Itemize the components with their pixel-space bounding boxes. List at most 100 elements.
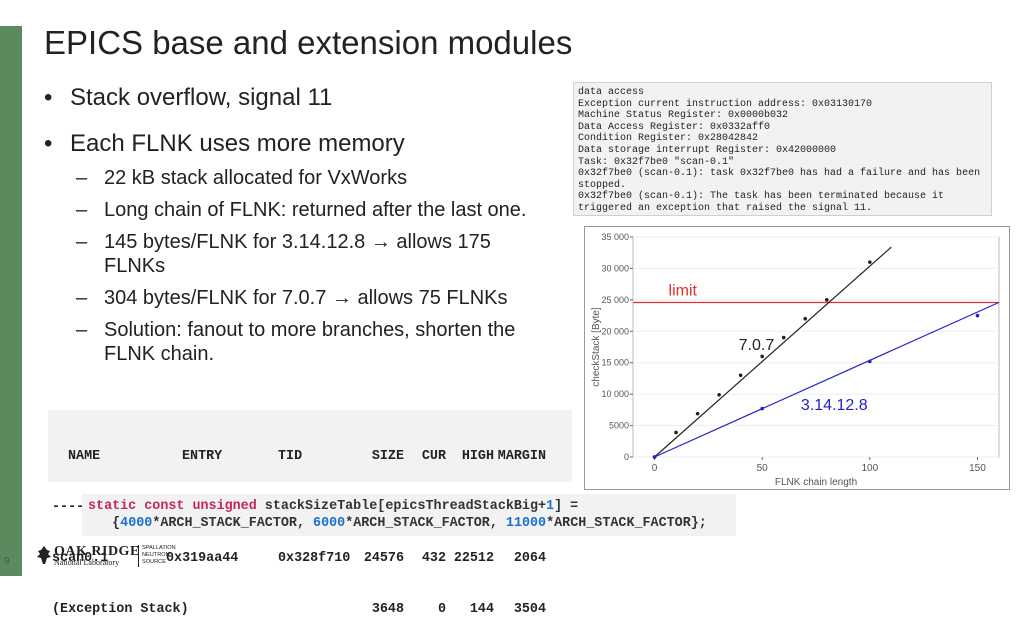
exception-log: data access Exception current instruction… — [573, 82, 992, 216]
sub-bullet-stack-size: 22 kB stack allocated for VxWorks — [44, 166, 564, 190]
code-text: stackSizeTable[epicsThreadStackBig+ — [256, 499, 547, 514]
log-line: Data storage interrupt Register: 0x42000… — [578, 144, 837, 156]
slide-title: EPICS base and extension modules — [44, 24, 573, 61]
logo-sns-text: SPALLATION NEUTRON SOURCE — [142, 545, 176, 566]
series-label: 3.14.12.8 — [801, 397, 868, 414]
table-header: HIGH — [461, 449, 494, 464]
y-tick-label: 35 000 — [601, 232, 629, 242]
table-header: SIZE — [371, 449, 404, 464]
logo-sub-text: National Laboratory — [54, 558, 120, 567]
data-point — [868, 359, 872, 364]
log-line: Task: 0x32f7be0 "scan-0.1" — [578, 156, 735, 168]
sub-bullet-solution: Solution: fanout to more branches, short… — [44, 318, 554, 366]
code-line-2: {4000*ARCH_STACK_FACTOR, 6000*ARCH_STACK… — [88, 515, 730, 532]
table-header: CUR — [421, 449, 446, 464]
data-point — [652, 455, 657, 459]
data-point — [781, 335, 786, 340]
bullet-list: Stack overflow, signal 11 Each FLNK uses… — [44, 84, 564, 366]
y-tick-label: 10 000 — [601, 389, 629, 399]
logo-sns-line: NEUTRON — [142, 552, 170, 558]
sub-bullet-7-0: 304 bytes/FLNK for 7.0.7 → allows 75 FLN… — [44, 286, 564, 310]
side-accent-bar — [0, 26, 22, 576]
table-header-row: NAME ENTRY TID SIZE CUR HIGH MARGIN — [52, 448, 568, 465]
x-tick-label: 50 — [757, 463, 769, 474]
log-line: Machine Status Register: 0x0000b032 — [578, 110, 789, 122]
data-point — [717, 392, 721, 397]
log-line: triggered an exception that raised the s… — [578, 202, 873, 214]
limit-label: limit — [669, 283, 698, 300]
data-point — [824, 298, 829, 302]
x-tick-label: 100 — [861, 463, 878, 474]
y-tick-label: 5000 — [609, 421, 629, 431]
code-number: 4000 — [120, 516, 153, 531]
checkstack-table: NAME ENTRY TID SIZE CUR HIGH MARGIN ----… — [48, 410, 572, 617]
code-keyword: static const unsigned — [88, 499, 257, 514]
y-axis-label: checkStack [Byte] — [591, 307, 602, 387]
code-text: *ARCH_STACK_FACTOR, — [345, 516, 506, 531]
log-line: 0x32f7be0 (scan-0.1): The task has been … — [578, 191, 945, 203]
data-point — [975, 313, 980, 318]
sub-bullet-3-14: 145 bytes/FLNK for 3.14.12.8 → allows 17… — [44, 230, 544, 278]
logo-main-text: OAK RIDGE — [54, 544, 140, 559]
bullet-stack-overflow: Stack overflow, signal 11 — [44, 84, 564, 112]
table-cell: 24576 — [363, 551, 404, 566]
code-text: *ARCH_STACK_FACTOR}; — [546, 516, 707, 531]
chart-svg: 0 5000 10 000 15 000 20 000 25 000 30 000 35 00… — [591, 232, 1000, 488]
table-cell: 3648 — [371, 602, 404, 617]
table-cell: 2064 — [513, 551, 546, 566]
log-line: stopped. — [578, 179, 627, 191]
log-line: Data Access Register: 0x0332aff0 — [578, 121, 771, 133]
stack-size-code: static const unsigned stackSizeTable[epi… — [82, 494, 736, 536]
log-line: 0x32f7be0 (scan-0.1): task 0x32f7be0 has… — [578, 168, 981, 180]
table-cell: 144 — [469, 602, 494, 617]
logo-sns-line: SOURCE — [142, 559, 166, 565]
table-header: NAME — [68, 449, 101, 464]
table-cell: 3504 — [513, 602, 546, 617]
x-axis-label: FLNK chain length — [775, 477, 857, 488]
table-cell: 432 — [421, 551, 446, 566]
y-tick-label: 30 000 — [601, 263, 629, 273]
data-point — [674, 430, 678, 435]
data-point — [695, 411, 700, 416]
table-header: TID — [278, 449, 303, 464]
table-header: ENTRY — [182, 449, 223, 464]
table-cell: scan0.1 — [52, 551, 109, 566]
table-header: MARGIN — [497, 449, 546, 464]
data-point — [803, 316, 808, 321]
stack-usage-chart: 0 5000 10 000 15 000 20 000 25 000 30 000 35 00… — [584, 226, 1010, 490]
table-row: (Exception Stack) 3648 0 144 3504 — [52, 601, 568, 618]
data-point — [738, 373, 743, 378]
y-tick-label: 0 — [624, 452, 629, 462]
series-line — [654, 246, 892, 458]
table-cell: 0 — [437, 602, 446, 617]
table-cell — [278, 601, 360, 618]
y-tick-label: 25 000 — [601, 295, 629, 305]
oak-leaf-icon — [37, 546, 51, 564]
log-line: Condition Register: 0x28042842 — [578, 133, 759, 145]
table-row: scan0.1 0x319aa44 0x328f710 24576 432 22… — [52, 550, 568, 567]
series-line — [654, 301, 1000, 458]
table-cell: 22512 — [453, 551, 494, 566]
logo-sns-line: SPALLATION — [142, 545, 176, 551]
y-tick-label: 20 000 — [601, 326, 629, 336]
x-tick-label: 150 — [969, 463, 986, 474]
code-number: 11000 — [505, 516, 547, 531]
series-label: 7.0.7 — [739, 337, 775, 354]
log-line: data access — [578, 87, 645, 98]
bullet-flnk-memory: Each FLNK uses more memory — [44, 130, 564, 158]
y-tick-label: 15 000 — [601, 358, 629, 368]
log-line: Exception current instruction address: 0… — [578, 98, 873, 110]
data-point — [868, 260, 872, 264]
code-text: *ARCH_STACK_FACTOR, — [152, 516, 314, 531]
page-number: 9 — [4, 556, 10, 567]
code-text: { — [112, 516, 121, 531]
data-point — [760, 406, 764, 411]
sub-bullet-long-chain: Long chain of FLNK: returned after the l… — [44, 198, 544, 222]
code-line-1: static const unsigned stackSizeTable[epi… — [88, 498, 730, 515]
table-cell: 0x328f710 — [278, 551, 351, 566]
code-number: 1 — [546, 499, 555, 514]
code-text: ] = — [554, 499, 579, 514]
plot-area — [632, 236, 1000, 458]
data-point — [760, 354, 764, 359]
table-cell: 0x319aa44 — [166, 551, 239, 566]
